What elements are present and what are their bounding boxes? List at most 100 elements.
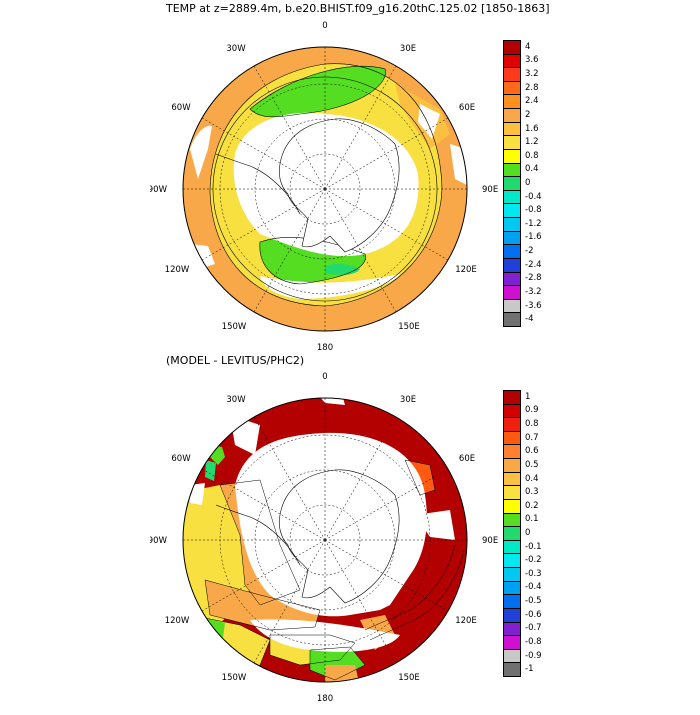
lon-label-150w: 150W bbox=[222, 673, 247, 683]
colorbar-label: -4 bbox=[525, 314, 534, 325]
colorbar-label: 0 bbox=[525, 178, 531, 188]
panel2-colorbar: 1 0.9 0.8 0.7 0.6 0.5 0.4 0.3 0.2 0.1 0 -0.1 -0.2 -0.… bbox=[503, 390, 542, 677]
colorbar-swatch bbox=[503, 135, 521, 150]
colorbar-label: -0.3 bbox=[525, 568, 542, 579]
colorbar-swatch bbox=[503, 298, 521, 314]
colorbar-swatch bbox=[503, 471, 521, 487]
colorbar-label: 4 bbox=[525, 41, 531, 52]
colorbar-label: -0.6 bbox=[525, 609, 542, 620]
colorbar-label: -0.8 bbox=[525, 205, 542, 216]
panel1-graticule bbox=[183, 47, 467, 331]
lon-label-90e: 90E bbox=[482, 185, 498, 195]
colorbar-swatch bbox=[503, 594, 521, 609]
panel2-contours bbox=[183, 459, 465, 682]
colorbar-label: -1.2 bbox=[525, 218, 542, 229]
colorbar-label: 2.8 bbox=[525, 82, 539, 93]
colorbar-label: 3.2 bbox=[525, 69, 539, 80]
colorbar-label: -0.4 bbox=[525, 191, 542, 202]
lon-label-150e: 150E bbox=[398, 673, 420, 683]
colorbar-label: 2 bbox=[525, 109, 531, 120]
panel2-longitude-labels: 0 30E 60E 90E 120E 150E 180 150W 120W 90… bbox=[150, 372, 498, 704]
colorbar-swatch bbox=[503, 498, 521, 514]
colorbar-swatch bbox=[503, 403, 521, 419]
panel1-polar-map: 0 30E 60E 90E 120E 150E 180 150W 120W 90… bbox=[150, 21, 498, 353]
colorbar-label: -0.8 bbox=[525, 636, 542, 647]
colorbar-swatch bbox=[503, 271, 521, 287]
colorbar-label: -3.6 bbox=[525, 300, 542, 311]
colorbar-swatch bbox=[503, 67, 521, 82]
colorbar-swatch bbox=[503, 580, 521, 596]
colorbar-swatch bbox=[503, 390, 521, 405]
lon-label-30w: 30W bbox=[226, 395, 246, 405]
panel2-map-border bbox=[182, 397, 468, 683]
colorbar-swatch bbox=[503, 444, 521, 460]
colorbar-swatch bbox=[503, 458, 521, 473]
colorbar-label: -2 bbox=[525, 246, 534, 257]
colorbar-label: -3.2 bbox=[525, 286, 542, 297]
lon-label-150e: 150E bbox=[398, 322, 420, 332]
colorbar-swatch bbox=[503, 162, 521, 178]
lon-label-180: 180 bbox=[317, 694, 333, 704]
colorbar-label: -1 bbox=[525, 664, 534, 675]
colorbar-label: -2.8 bbox=[525, 273, 542, 284]
colorbar-swatch bbox=[503, 53, 521, 69]
colorbar-swatch bbox=[503, 40, 521, 55]
colorbar-swatch bbox=[503, 312, 521, 327]
panel1-title: TEMP at z=2889.4m, b.e20.BHIST.f09_g16.2… bbox=[166, 2, 550, 15]
colorbar-swatch bbox=[503, 203, 521, 219]
panel1-antarctica-outline bbox=[278, 118, 400, 253]
colorbar-swatch bbox=[503, 635, 521, 650]
lon-label-60e: 60E bbox=[459, 454, 475, 464]
colorbar-swatch bbox=[503, 607, 521, 623]
colorbar-label: 3.6 bbox=[525, 55, 539, 66]
panel2-polar-map: 0 30E 60E 90E 120E 150E 180 150W 120W 90… bbox=[150, 372, 498, 704]
colorbar-label: 0.3 bbox=[525, 487, 539, 498]
colorbar-swatch bbox=[503, 485, 521, 500]
lon-label-60w: 60W bbox=[171, 454, 191, 464]
lon-label-0: 0 bbox=[322, 372, 327, 382]
colorbar-label: 0 bbox=[525, 528, 531, 538]
lon-label-30w: 30W bbox=[226, 44, 246, 54]
lon-label-120w: 120W bbox=[165, 265, 190, 275]
colorbar-swatch bbox=[503, 257, 521, 273]
lon-label-30e: 30E bbox=[400, 395, 416, 405]
lon-label-150w: 150W bbox=[222, 322, 247, 332]
lon-label-180: 180 bbox=[317, 343, 333, 353]
panel1-colorbar: 4 3.6 3.2 2.8 2.4 2 1.6 1.2 0.8 0.4 0 -0.4 -0.8 -1.2 -… bbox=[503, 40, 542, 327]
colorbar-swatch bbox=[503, 567, 521, 582]
colorbar-swatch bbox=[503, 512, 521, 528]
colorbar-label: 0.2 bbox=[525, 500, 539, 511]
lon-label-120e: 120E bbox=[455, 265, 477, 275]
colorbar-swatch bbox=[503, 648, 521, 664]
panel2-antarctica-outline bbox=[278, 469, 400, 604]
colorbar-swatch bbox=[503, 539, 521, 555]
colorbar-swatch bbox=[503, 217, 521, 232]
lon-label-0: 0 bbox=[322, 21, 327, 31]
panel2-graticule bbox=[183, 398, 467, 682]
colorbar-label: -0.4 bbox=[525, 582, 542, 593]
lon-label-60e: 60E bbox=[459, 103, 475, 113]
colorbar-swatch bbox=[503, 230, 521, 246]
colorbar-label: 0.1 bbox=[525, 514, 539, 525]
panel1-peninsula-outline bbox=[215, 153, 301, 215]
colorbar-swatch bbox=[503, 244, 521, 259]
panel1-map-border bbox=[182, 46, 468, 332]
colorbar-label: 0.6 bbox=[525, 446, 539, 457]
lon-label-30e: 30E bbox=[400, 44, 416, 54]
colorbar-label: 0.4 bbox=[525, 164, 539, 175]
lon-label-90e: 90E bbox=[482, 536, 498, 546]
colorbar-label: -1.6 bbox=[525, 232, 542, 243]
colorbar-label: 0.8 bbox=[525, 419, 539, 430]
colorbar-label: 0.8 bbox=[525, 150, 539, 161]
lon-label-90w: 90W bbox=[150, 185, 168, 195]
lon-label-90w: 90W bbox=[150, 536, 168, 546]
colorbar-swatch bbox=[503, 417, 521, 432]
panel1-longitude-labels: 0 30E 60E 90E 120E 150E 180 150W 120W 90… bbox=[150, 21, 498, 353]
colorbar-label: 1 bbox=[525, 391, 531, 402]
panel2-peninsula-outline bbox=[215, 504, 301, 566]
colorbar-label: -0.5 bbox=[525, 596, 542, 607]
lon-label-120w: 120W bbox=[165, 616, 190, 626]
colorbar-swatch bbox=[503, 553, 521, 569]
colorbar-swatch bbox=[503, 176, 521, 191]
colorbar-label: -0.9 bbox=[525, 650, 542, 661]
